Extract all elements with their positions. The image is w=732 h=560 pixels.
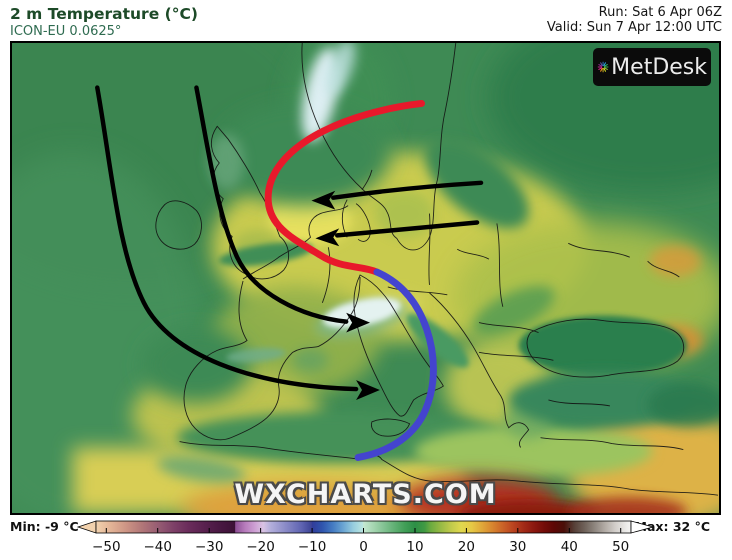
valid-time-label: Valid: Sun 7 Apr 12:00 UTC bbox=[546, 20, 722, 35]
colorbar-tick-label: −40 bbox=[143, 539, 172, 555]
flow-arrow-long-south-head bbox=[356, 380, 380, 400]
flow-arrow-west-upper-head bbox=[311, 190, 336, 210]
colorbar-tick-label: 50 bbox=[612, 539, 629, 555]
flow-arrow-west-lower bbox=[335, 220, 480, 238]
colorbar-tick-label: −30 bbox=[195, 539, 224, 555]
colorbar-tick-label: −20 bbox=[246, 539, 275, 555]
flow-arrow-long-mid-head bbox=[346, 312, 370, 333]
colorbar-tick-label: 40 bbox=[561, 539, 578, 555]
cold-front-line bbox=[354, 268, 437, 461]
flow-annotations bbox=[95, 85, 484, 461]
flow-arrow-west-lower-head bbox=[315, 228, 340, 247]
flow-arrow-west-upper bbox=[331, 180, 484, 200]
colorbar-tick-marks bbox=[105, 528, 622, 533]
metdesk-logo: MetDesk bbox=[593, 48, 711, 86]
colorbar-right-arrow bbox=[630, 520, 655, 534]
run-time-label: Run: Sat 6 Apr 06Z bbox=[598, 5, 722, 20]
colorbar-tick-label: 0 bbox=[359, 539, 368, 555]
flow-arrow-long-mid bbox=[194, 85, 349, 324]
model-label: ICON-EU 0.0625° bbox=[10, 24, 122, 39]
colorbar-left-arrow bbox=[76, 520, 97, 534]
colorbar-tick-label: −50 bbox=[92, 539, 121, 555]
colorbar-max-label: Max: 32 °C bbox=[634, 519, 710, 534]
warm-front-line bbox=[264, 100, 425, 276]
metdesk-logo-text: MetDesk bbox=[611, 54, 707, 80]
colorbar-tick-label: 10 bbox=[406, 539, 423, 555]
watermark-text: WXCHARTS.COM bbox=[234, 479, 497, 510]
colorbar-tick-label: 30 bbox=[509, 539, 526, 555]
colorbar-tick-label: −10 bbox=[298, 539, 327, 555]
colorbar-tick-labels: −50 −40 −30 −20 −10 0 10 20 30 40 50 bbox=[92, 539, 629, 555]
weather-map: WXCHARTS.COM MetDesk bbox=[10, 41, 721, 515]
temperature-field-graphic bbox=[12, 43, 719, 513]
colorbar-min-label: Min: -9 °C bbox=[10, 519, 79, 534]
metdesk-starburst-icon bbox=[597, 61, 609, 73]
flow-arrow-long-south bbox=[95, 85, 359, 392]
colorbar-tick-label: 20 bbox=[458, 539, 475, 555]
page-title: 2 m Temperature (°C) bbox=[10, 5, 198, 23]
extreme-temperature-accents bbox=[157, 43, 719, 513]
colorbar: −50 −40 −30 −20 −10 0 10 20 30 40 50 bbox=[76, 520, 655, 555]
